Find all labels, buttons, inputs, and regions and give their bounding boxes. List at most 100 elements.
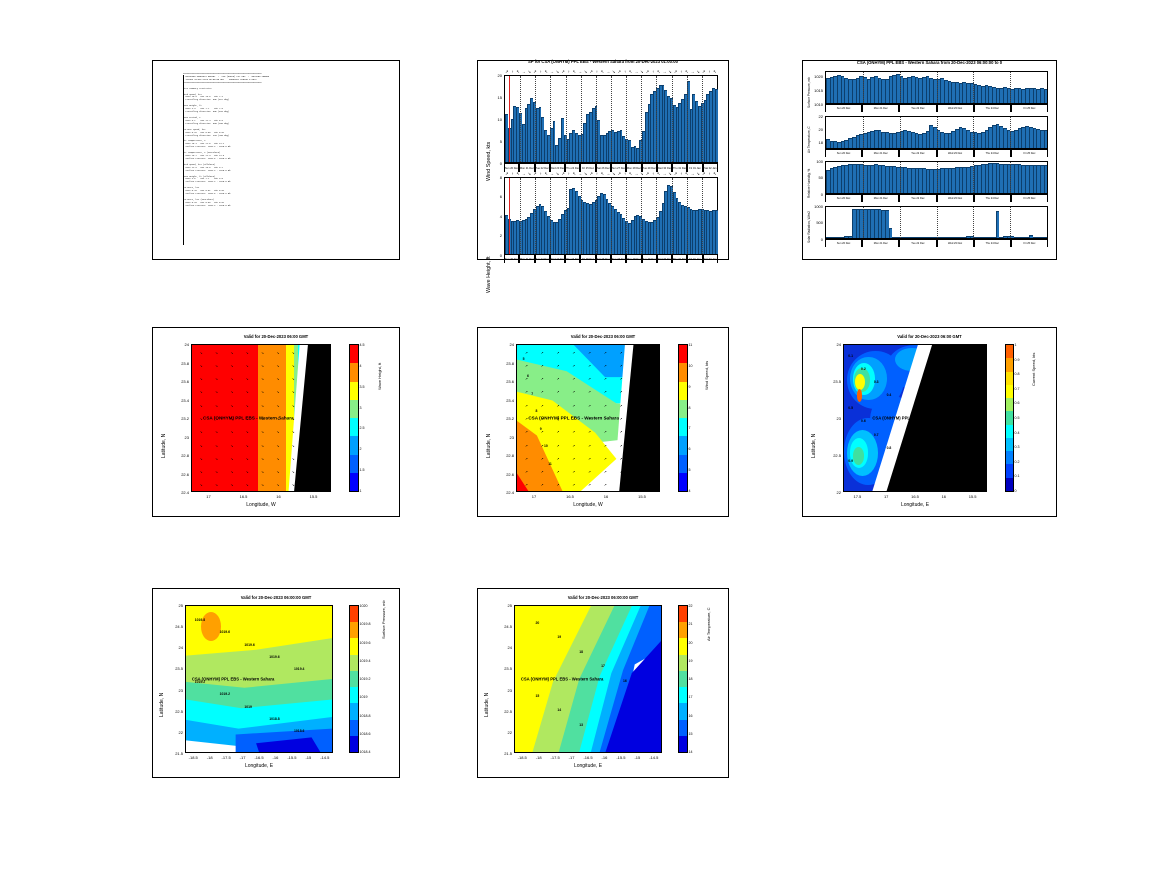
temp-map-watermark: CSA (ONHYM) PPL EBS - Western Sahara: [520, 676, 604, 682]
date-tick-label: Sun 27 Dec: [610, 164, 627, 172]
map-y-tick: 23.8: [181, 360, 189, 366]
direction-arrow: ↖: [516, 69, 520, 74]
bar: [630, 147, 634, 162]
date-tick-label: Thu 24 Dec: [973, 195, 1011, 202]
panel-wind-speed-map: Valid for 20-Dec-2023 06:00 GMT Latitude…: [477, 327, 729, 517]
wind-barb: ↘: [199, 350, 203, 355]
wind-barb: ↗: [635, 443, 639, 448]
colorbar-segment: [679, 622, 687, 639]
bar: [837, 237, 841, 238]
wind-barb: ↘: [276, 377, 280, 382]
bar: [962, 237, 967, 238]
wind-barb: ↗: [556, 430, 560, 435]
contour-band: [852, 447, 864, 465]
wind-barb: ↗: [556, 403, 560, 408]
bar: [1025, 237, 1029, 238]
bar: [689, 108, 693, 162]
colorbar-tick-label: 21: [688, 622, 693, 627]
report-line: Prevailing direction NNE (022 deg): [183, 98, 230, 102]
bar: [642, 130, 645, 162]
wind-barb: ↗: [651, 350, 655, 355]
wind-barb: ↘: [215, 390, 218, 395]
wind-barb: ↗: [556, 377, 560, 382]
map-x-tick: -16: [601, 755, 608, 760]
bar: [516, 107, 519, 162]
bar: [552, 221, 556, 254]
bar: [984, 129, 989, 148]
map-y-tick: 22.6: [506, 471, 514, 477]
grid-line: [580, 76, 583, 162]
contour-label: 1019.6: [269, 654, 280, 659]
bar: [932, 126, 937, 148]
wind-barb: ↗: [619, 377, 623, 382]
met-subplot-axes: [825, 71, 1048, 104]
bar: [892, 133, 897, 148]
bar: [833, 141, 838, 148]
wind-barb: ↘: [276, 390, 280, 395]
map-x-tick: -17.5: [221, 755, 231, 760]
wind-barb: ↘: [291, 403, 295, 408]
bar: [932, 79, 937, 103]
wind-barb: ↗: [651, 390, 655, 395]
bar: [709, 90, 712, 162]
map-y-tick: 24.5: [175, 624, 183, 630]
bar: [870, 164, 874, 193]
bar: [1017, 164, 1022, 193]
y-tick-label: 0: [499, 252, 502, 258]
date-tick-label: Thu 24 Dec: [973, 240, 1011, 247]
contour-band: [856, 388, 863, 402]
bar: [958, 237, 963, 238]
wind-barb: ↘: [276, 470, 280, 475]
grid-line: [701, 178, 704, 254]
direction-arrow: →: [690, 69, 695, 74]
report-line: Currents, kts: [183, 186, 200, 190]
pressure-map-xlabel: Longitude, E: [244, 763, 274, 769]
wave-map-xlabel: Longitude, W: [246, 502, 276, 508]
bar: [881, 209, 885, 238]
bar: [984, 163, 989, 193]
grid-line: [671, 76, 674, 162]
map-x-tick: 16: [941, 494, 947, 499]
wind-barb: ↗: [572, 430, 576, 435]
pressure-map-watermark: CSA (ONHYM) PPL EBS - Western Sahara: [191, 676, 275, 682]
bar: [859, 208, 863, 238]
bar: [672, 104, 676, 162]
direction-arrow: ↑: [539, 69, 542, 74]
wind-barb: ↘: [276, 403, 280, 408]
wind-barb: ↘: [199, 390, 203, 395]
bar: [541, 206, 545, 254]
wind-barb: ↘: [307, 363, 310, 368]
wind-barb: ↗: [588, 350, 591, 355]
wind-map-watermark: CSA (ONHYM) PPL EBS - Western Sahara: [528, 415, 619, 421]
contour-label: 1019.2: [219, 692, 230, 697]
bar: [1025, 88, 1029, 103]
contour-label: 0.4: [886, 393, 892, 398]
wind-barb: ↗: [619, 443, 623, 448]
direction-arrow: ↘: [583, 171, 588, 176]
wind-map-title: Valid for 20-Dec-2023 06:00 GMT: [570, 334, 636, 339]
wind-barb: ↘: [245, 350, 249, 355]
report-line: Surface Pressure 1018.4 - 1020.0 mb: [183, 168, 231, 172]
direction-arrow: ↑: [567, 69, 570, 74]
wind-barb: ↘: [276, 350, 280, 355]
bar: [955, 129, 959, 148]
contour-band: [517, 473, 529, 491]
map-x-tick: 17: [206, 494, 211, 499]
wind-barb: ↘: [215, 456, 218, 461]
wave-map-axes: CSA (ONHYM) PPL EBS - Western Sahara ↘ ↘ ↘…: [191, 344, 331, 492]
bar: [929, 124, 933, 148]
y-tick-label: 0: [820, 236, 823, 242]
report-line: ========================================…: [183, 80, 262, 84]
bar: [681, 98, 684, 162]
wind-barb: ↗: [524, 470, 528, 475]
colorbar-segment: [679, 670, 687, 688]
bar: [907, 76, 911, 103]
report-line: Surface Pressure 1018.6 - 1019.8 mb: [183, 156, 231, 160]
grid-line: [535, 76, 537, 162]
contour-label: 1018.8: [269, 716, 280, 721]
bar: [888, 132, 893, 148]
wind-barb: ↗: [540, 443, 544, 448]
bar: [644, 111, 648, 162]
contour-label: 5: [522, 356, 525, 361]
colorbar-tick-label: 1: [1014, 343, 1017, 347]
